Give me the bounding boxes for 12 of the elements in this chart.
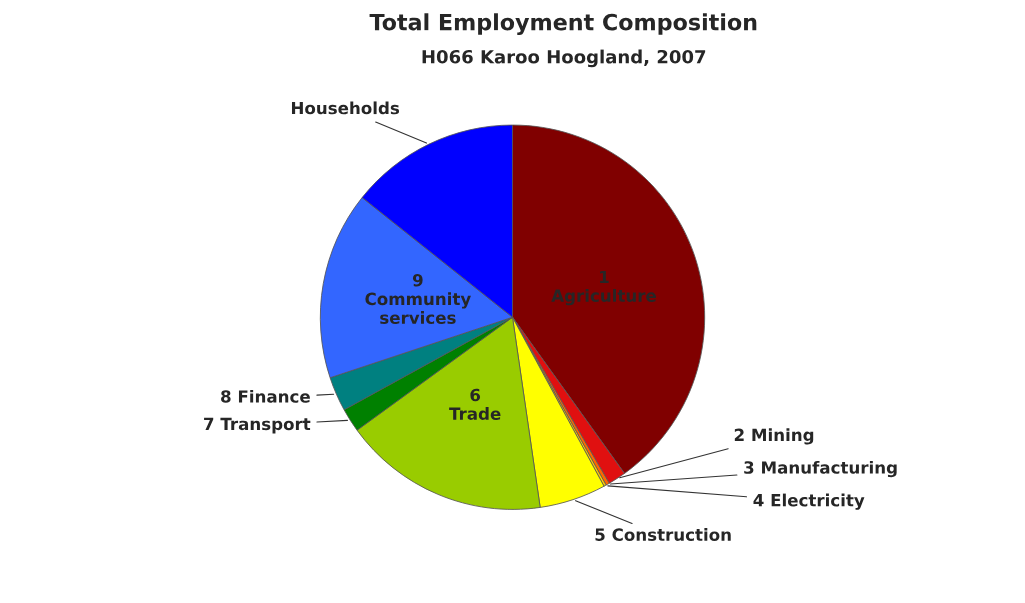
slice-label: 3 Manufacturing [744,460,897,478]
slice-label: Households [291,101,400,115]
slice-label: 1 Agriculture [551,270,656,306]
slice-label: 8 Finance [221,389,310,403]
slice-label: 2 Mining [734,428,814,445]
chart-subtitle: H066 Karoo Hoogland, 2007 [422,49,706,68]
chart-title: Total Employment Composition [369,13,757,35]
slice-label: 4 Electricity [753,493,865,510]
slice-label: 6 Trade [449,388,501,420]
slice-label: 9 Community services [365,273,471,324]
slice-label: 5 Construction [595,528,731,541]
slice-label: 7 Transport [204,417,311,434]
